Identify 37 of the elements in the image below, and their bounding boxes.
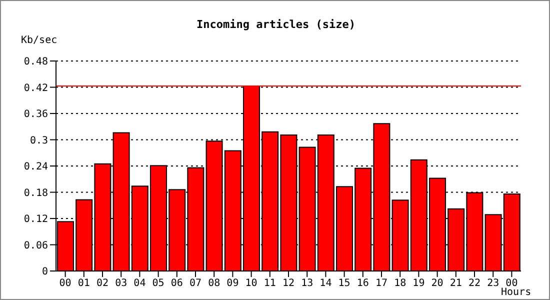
- x-tick-label: 16: [356, 278, 369, 290]
- y-tick-label: 0.06: [24, 240, 48, 252]
- x-tick-label: 07: [189, 278, 202, 290]
- x-tick-label: 18: [394, 278, 406, 290]
- x-tick-label: 00: [506, 278, 518, 290]
- x-tick-label: 00: [59, 278, 72, 290]
- x-tick-label: 19: [412, 278, 425, 290]
- x-tick-label: 13: [301, 278, 314, 290]
- x-tick-label: 10: [245, 278, 258, 290]
- x-tick-label: 03: [115, 278, 128, 290]
- x-tick-label: 12: [282, 278, 295, 290]
- x-tick-label: 14: [320, 278, 332, 290]
- y-tick-label: 0.36: [24, 109, 48, 120]
- x-tick-label: 15: [338, 278, 350, 290]
- y-tick-label: 0.42: [24, 82, 48, 94]
- y-tick-label: 0.48: [24, 56, 48, 68]
- x-tick-label: 09: [226, 278, 239, 290]
- y-tick-label: 0: [42, 266, 48, 278]
- y-tick-label: 0.3: [30, 135, 48, 146]
- y-axis-title: Kb/sec: [21, 35, 58, 46]
- x-axis-title: Hours: [501, 287, 532, 298]
- y-tick-label: 0.18: [24, 188, 48, 199]
- x-tick-label: 08: [208, 278, 220, 290]
- x-tick-label: 05: [152, 278, 164, 290]
- x-tick-label: 02: [96, 278, 109, 290]
- x-tick-label: 23: [487, 278, 500, 290]
- x-tick-label: 06: [170, 278, 183, 290]
- x-tick-label: 21: [450, 278, 462, 290]
- x-tick-label: 20: [431, 278, 444, 290]
- x-tick-label: 17: [375, 278, 388, 290]
- x-tick-label: 22: [468, 278, 481, 290]
- y-tick-label: 0.12: [24, 214, 48, 226]
- x-tick-label: 11: [264, 278, 276, 290]
- chart-title: Incoming articles (size): [196, 18, 356, 31]
- y-tick-label: 0.24: [24, 162, 48, 173]
- x-tick-label: 01: [78, 278, 90, 290]
- x-tick-label: 04: [134, 278, 146, 290]
